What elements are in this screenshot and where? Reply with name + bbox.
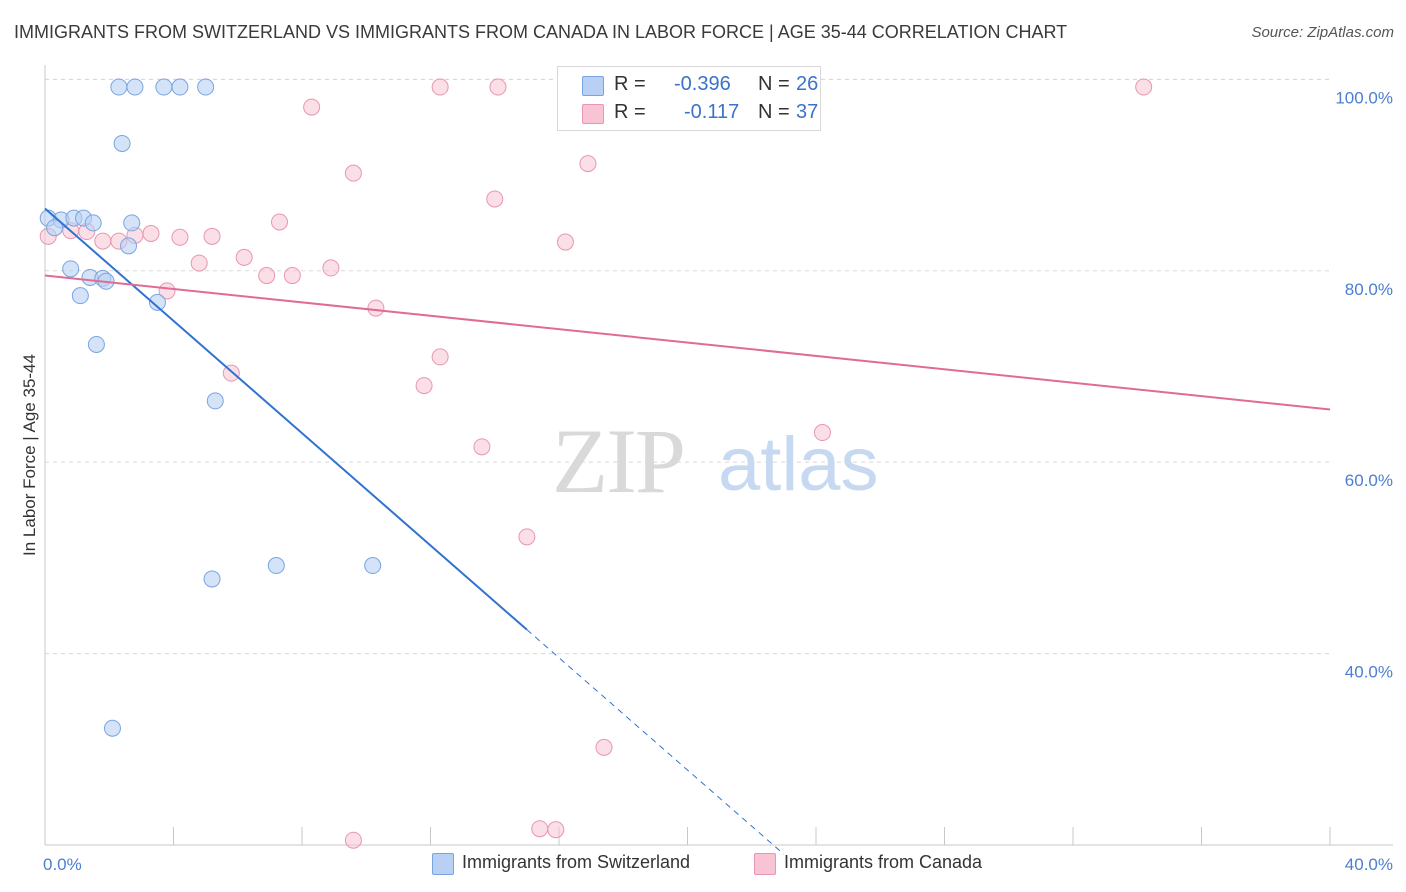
canada-point: [431, 78, 449, 96]
switzerland-point: [126, 78, 144, 96]
canada-points: [39, 78, 1153, 849]
canada-point: [94, 232, 112, 250]
canada-point: [303, 98, 321, 116]
canada-point: [258, 267, 276, 285]
watermark-atlas: atlas: [718, 422, 879, 507]
canada-trendline: [44, 274, 1331, 411]
y-tick-label: 60.0%: [1345, 471, 1393, 490]
switzerland-point: [87, 335, 105, 353]
watermark-zip: ZIP: [552, 410, 684, 512]
r-value: -0.396: [674, 73, 731, 95]
canada-point: [344, 164, 362, 182]
switzerland-point: [197, 78, 215, 96]
canada-point: [415, 377, 433, 395]
chart-title: IMMIGRANTS FROM SWITZERLAND VS IMMIGRANT…: [14, 22, 1068, 42]
switzerland-point: [123, 214, 141, 232]
switzerland-point: [103, 719, 121, 737]
canada-legend-swatch: [754, 853, 776, 875]
switzerland-point: [203, 570, 221, 588]
switzerland-point: [46, 219, 64, 237]
r-value: -0.117: [684, 101, 740, 123]
canada-point: [489, 78, 507, 96]
switzerland-trendline: [44, 207, 528, 631]
y-tick-label: 40.0%: [1345, 663, 1393, 682]
canada-legend-label: Immigrants from Canada: [784, 852, 983, 872]
correlation-legend: R = -0.396 N = 26 R = -0.117 N = 37: [557, 66, 821, 131]
switzerland-point: [206, 392, 224, 410]
canada-point: [1135, 78, 1153, 96]
canada-point: [203, 227, 221, 245]
grid-lines: [45, 78, 1330, 655]
trend-lines: [44, 207, 1331, 855]
switzerland-point: [148, 293, 166, 311]
switzerland-point: [62, 260, 80, 278]
switzerland-point: [120, 237, 138, 255]
n-value: 37: [796, 101, 819, 123]
axes: [44, 65, 1393, 846]
switzerland-point: [267, 557, 285, 575]
watermark: ZIP atlas: [552, 410, 879, 512]
switzerland-point: [113, 134, 131, 152]
switzerland-point: [364, 557, 382, 575]
canada-point: [547, 821, 565, 839]
n-label: N =: [758, 73, 790, 95]
canada-point: [283, 267, 301, 285]
switzerland-swatch: [582, 76, 604, 96]
canada-point: [431, 348, 449, 366]
source-label: Source: ZipAtlas.com: [1251, 24, 1394, 41]
canada-point: [556, 233, 574, 251]
canada-point: [486, 190, 504, 208]
canada-point: [271, 213, 289, 231]
r-label: R =: [614, 101, 646, 123]
canada-point: [367, 299, 385, 317]
canada-point: [531, 820, 549, 838]
switzerland-point: [84, 214, 102, 232]
canada-point: [473, 438, 491, 456]
switzerland-points: [39, 78, 382, 737]
canada-point: [813, 424, 831, 442]
switzerland-point: [110, 78, 128, 96]
n-label: N =: [758, 101, 790, 123]
x-tick-label: 0.0%: [43, 855, 82, 874]
canada-swatch: [582, 104, 604, 124]
switzerland-trendline-extension: [526, 629, 785, 855]
r-label: R =: [614, 73, 646, 95]
canada-point: [171, 228, 189, 246]
switzerland-legend-label: Immigrants from Switzerland: [462, 852, 691, 872]
tick-labels: 100.0% 80.0% 60.0% 40.0% 0.0% 40.0%: [43, 88, 1393, 874]
canada-point: [322, 259, 340, 277]
x-tick-label: 40.0%: [1345, 855, 1393, 874]
switzerland-point: [171, 78, 189, 96]
canada-point: [518, 528, 536, 546]
y-tick-label: 100.0%: [1335, 88, 1393, 107]
switzerland-point: [155, 78, 173, 96]
canada-point: [595, 738, 613, 756]
n-value: 26: [796, 73, 819, 95]
canada-point: [142, 224, 160, 242]
canada-point: [190, 254, 208, 272]
canada-point: [344, 831, 362, 849]
canada-point: [235, 248, 253, 266]
y-tick-label: 80.0%: [1345, 280, 1393, 299]
y-axis-title: In Labor Force | Age 35-44: [20, 354, 39, 556]
switzerland-legend-swatch: [432, 853, 454, 875]
switzerland-point: [71, 287, 89, 305]
canada-point: [579, 155, 597, 173]
